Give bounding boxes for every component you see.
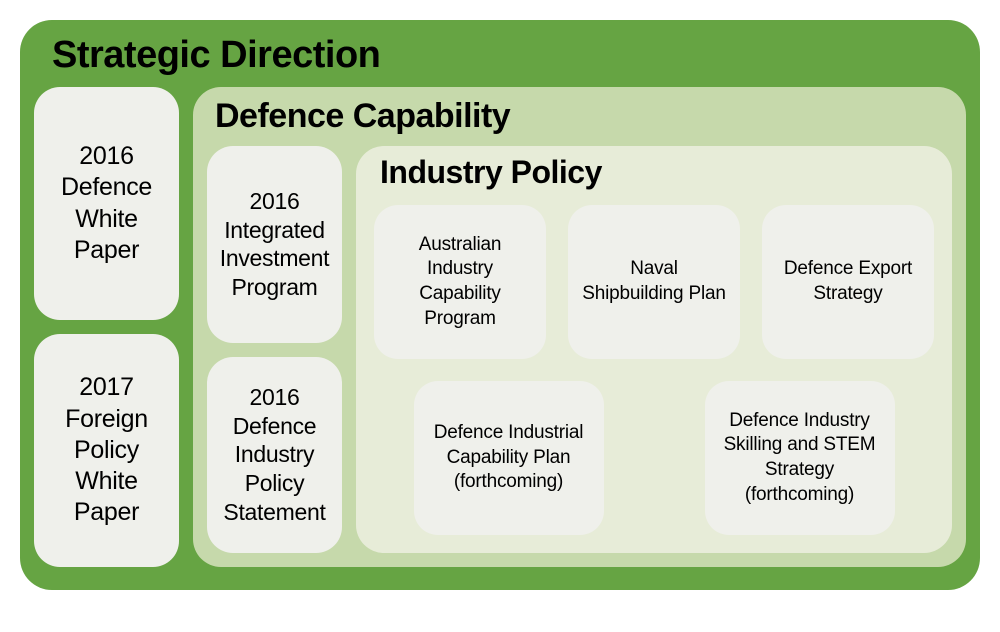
outer-pill-0: 2016 Defence White Paper bbox=[34, 87, 179, 320]
defence-capability-title: Defence Capability bbox=[215, 97, 952, 136]
strategic-direction-container: Strategic Direction 2016 Defence White P… bbox=[20, 20, 980, 590]
mid-pill-0: 2016 Integrated Investment Program bbox=[207, 146, 342, 343]
outer-left-column: 2016 Defence White Paper 2017 Foreign Po… bbox=[34, 87, 179, 567]
node-export-strategy: Defence Export Strategy bbox=[762, 205, 934, 359]
industry-policy-title: Industry Policy bbox=[380, 154, 934, 191]
strategic-direction-title: Strategic Direction bbox=[52, 34, 966, 77]
inner-row-2: Defence Industrial Capability Plan (fort… bbox=[374, 381, 934, 535]
inner-row-1: Australian Industry Capability Program N… bbox=[374, 205, 934, 359]
defence-capability-container: Defence Capability 2016 Integrated Inves… bbox=[193, 87, 966, 567]
mid-pill-1: 2016 Defence Industry Policy Statement bbox=[207, 357, 342, 554]
inner-grid: Australian Industry Capability Program N… bbox=[374, 205, 934, 535]
industry-policy-container: Industry Policy Australian Industry Capa… bbox=[356, 146, 952, 553]
node-industrial-plan: Defence Industrial Capability Plan (fort… bbox=[414, 381, 604, 535]
node-aus-industry: Australian Industry Capability Program bbox=[374, 205, 546, 359]
node-naval-ship: Naval Shipbuilding Plan bbox=[568, 205, 740, 359]
outer-pill-1: 2017 Foreign Policy White Paper bbox=[34, 334, 179, 567]
mid-left-column: 2016 Integrated Investment Program 2016 … bbox=[207, 146, 342, 553]
mid-row: 2016 Integrated Investment Program 2016 … bbox=[207, 146, 952, 553]
outer-row: 2016 Defence White Paper 2017 Foreign Po… bbox=[34, 87, 966, 567]
node-skilling-stem: Defence Industry Skilling and STEM Strat… bbox=[705, 381, 895, 535]
